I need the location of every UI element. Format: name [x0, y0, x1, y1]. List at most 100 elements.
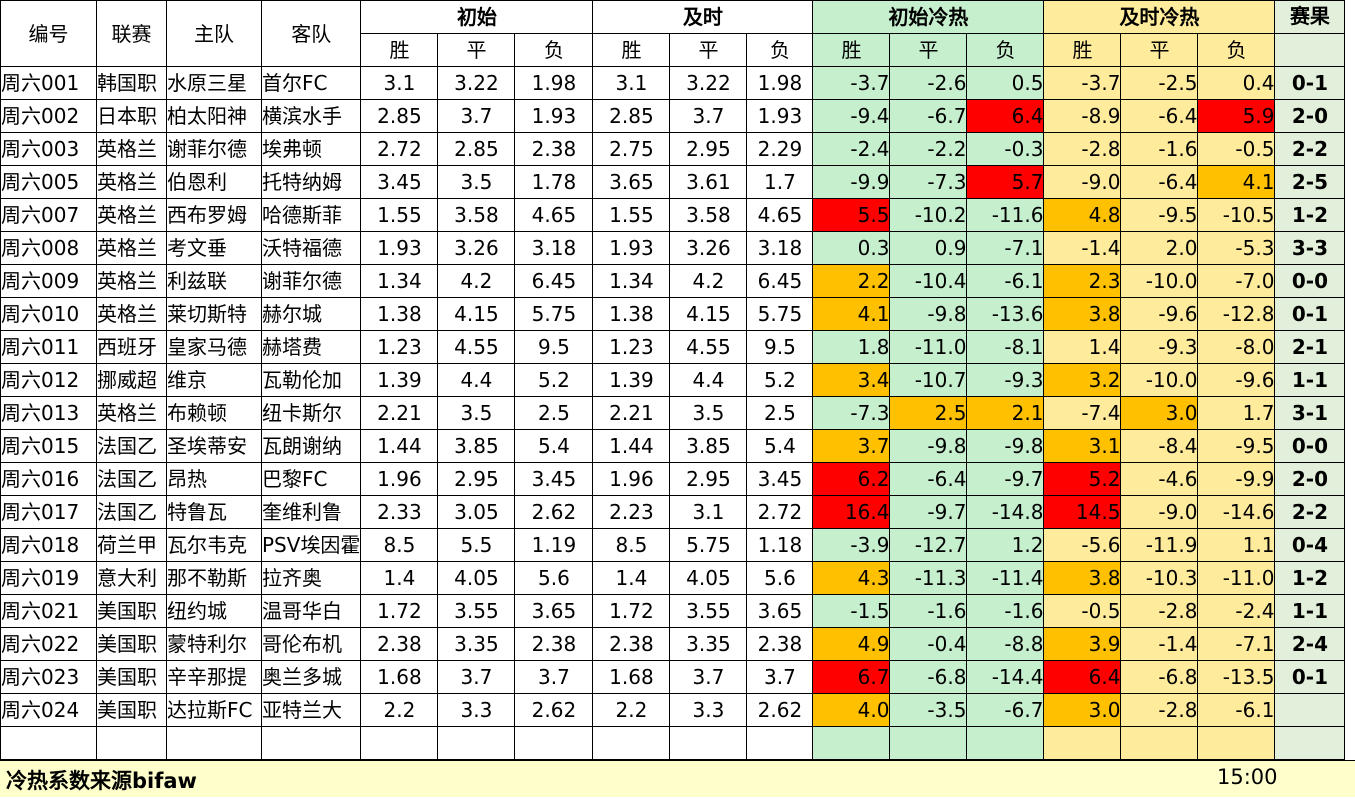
cell-l-l: 1.7 [746, 165, 814, 199]
cell-l-w: 2.38 [592, 627, 671, 661]
cell-id: 周六005 [0, 165, 97, 199]
cell-l-d: 3.55 [669, 594, 748, 628]
cell-ih-w: 4.0 [812, 693, 891, 727]
cell-home: 达拉斯FC [166, 693, 262, 727]
cell-lh-d: -6.8 [1120, 660, 1199, 694]
cell-ih-w: 4.1 [812, 297, 891, 331]
cell-result: 2-2 [1274, 495, 1346, 529]
cell-away: 赫塔费 [260, 330, 362, 364]
header-live-heat: 及时冷热 [1043, 0, 1276, 34]
cell-ih-d: -10.4 [889, 264, 968, 298]
cell-i-w: 2.2 [360, 693, 439, 727]
cell-league: 英格兰 [96, 132, 167, 166]
cell-home: 谢菲尔德 [166, 132, 262, 166]
cell-id: 周六007 [0, 198, 97, 232]
cell-i-w: 1.68 [360, 660, 439, 694]
header-row-top: 编号 联赛 主队 客队 初始 及时 初始冷热 及时冷热 赛果 [0, 0, 1346, 67]
cell-ih-d [889, 726, 968, 760]
cell-away: 瓦朗谢纳 [260, 429, 362, 463]
sub-initial-draw: 平 [437, 33, 516, 67]
cell-l-l: 2.72 [746, 495, 814, 529]
cell-league: 英格兰 [96, 198, 167, 232]
cell-i-l: 5.4 [514, 429, 594, 463]
cell-id: 周六024 [0, 693, 97, 727]
cell-l-d: 4.05 [669, 561, 748, 595]
cell-ih-l: 6.4 [966, 99, 1045, 133]
cell-ih-l: -8.8 [966, 627, 1045, 661]
cell-lh-w: 3.0 [1043, 693, 1122, 727]
cell-ih-d: -12.7 [889, 528, 968, 562]
cell-i-w: 2.85 [360, 99, 439, 133]
cell-ih-l: 5.7 [966, 165, 1045, 199]
cell-ih-w [812, 726, 891, 760]
cell-lh-d: -11.9 [1120, 528, 1199, 562]
header-initial: 初始 [360, 0, 594, 34]
cell-i-l: 1.19 [514, 528, 594, 562]
cell-home: 考文垂 [166, 231, 262, 265]
cell-result: 0-0 [1274, 264, 1346, 298]
cell-i-w: 1.39 [360, 363, 439, 397]
cell-l-l: 5.4 [746, 429, 814, 463]
cell-i-w: 2.72 [360, 132, 439, 166]
cell-lh-w: -5.6 [1043, 528, 1122, 562]
cell-i-d: 3.22 [437, 66, 516, 100]
cell-lh-d: -6.4 [1120, 99, 1199, 133]
cell-i-w: 1.96 [360, 462, 439, 496]
cell-ih-d: 2.5 [889, 396, 968, 430]
cell-i-w: 1.34 [360, 264, 439, 298]
cell-ih-l: 0.5 [966, 66, 1045, 100]
cell-lh-d: -9.6 [1120, 297, 1199, 331]
cell-away: 横滨水手 [260, 99, 362, 133]
cell-lh-d [1120, 726, 1199, 760]
cell-lh-w: -8.9 [1043, 99, 1122, 133]
cell-l-w: 2.85 [592, 99, 671, 133]
cell-league: 英格兰 [96, 264, 167, 298]
cell-lh-d: -10.0 [1120, 264, 1199, 298]
table-row [0, 726, 1346, 760]
cell-id: 周六013 [0, 396, 97, 430]
cell-league: 法国乙 [96, 429, 167, 463]
cell-ih-d: -7.3 [889, 165, 968, 199]
cell-result: 1-1 [1274, 594, 1346, 628]
cell-ih-d: -11.3 [889, 561, 968, 595]
cell-league: 法国乙 [96, 495, 167, 529]
cell-l-w: 3.1 [592, 66, 671, 100]
cell-result: 3-3 [1274, 231, 1346, 265]
cell-lh-l: -5.3 [1197, 231, 1276, 265]
table-row: 周六022 美国职 蒙特利尔 哥伦布机 2.38 3.35 2.38 2.38 3.35 2.38… [0, 627, 1346, 661]
cell-l-w: 1.93 [592, 231, 671, 265]
cell-i-w: 1.93 [360, 231, 439, 265]
cell-ih-l: -11.6 [966, 198, 1045, 232]
cell-ih-w: 2.2 [812, 264, 891, 298]
cell-league: 美国职 [96, 627, 167, 661]
cell-lh-w: -2.8 [1043, 132, 1122, 166]
cell-lh-l: -7.0 [1197, 264, 1276, 298]
table-row: 周六007 英格兰 西布罗姆 哈德斯菲 1.55 3.58 4.65 1.55 3.58 4.65… [0, 198, 1346, 232]
cell-result [1274, 693, 1346, 727]
cell-i-d: 4.15 [437, 297, 516, 331]
cell-away: 沃特福德 [260, 231, 362, 265]
cell-lh-l: -13.5 [1197, 660, 1276, 694]
cell-l-w: 8.5 [592, 528, 671, 562]
cell-lh-d: -8.4 [1120, 429, 1199, 463]
cell-ih-d: -9.8 [889, 297, 968, 331]
cell-l-d: 3.5 [669, 396, 748, 430]
cell-lh-d: 2.0 [1120, 231, 1199, 265]
cell-result: 0-4 [1274, 528, 1346, 562]
cell-ih-w: 3.4 [812, 363, 891, 397]
cell-i-d: 4.2 [437, 264, 516, 298]
cell-i-w: 2.33 [360, 495, 439, 529]
cell-l-l: 3.65 [746, 594, 814, 628]
sub-initial-loss: 负 [514, 33, 594, 67]
cell-lh-l [1197, 726, 1276, 760]
cell-ih-l: -13.6 [966, 297, 1045, 331]
cell-lh-l: -6.1 [1197, 693, 1276, 727]
cell-i-d: 3.7 [437, 660, 516, 694]
cell-ih-w: -1.5 [812, 594, 891, 628]
cell-id: 周六001 [0, 66, 97, 100]
cell-l-l: 9.5 [746, 330, 814, 364]
cell-l-d: 5.75 [669, 528, 748, 562]
cell-i-w: 1.23 [360, 330, 439, 364]
cell-lh-l: -2.4 [1197, 594, 1276, 628]
cell-l-d: 4.2 [669, 264, 748, 298]
